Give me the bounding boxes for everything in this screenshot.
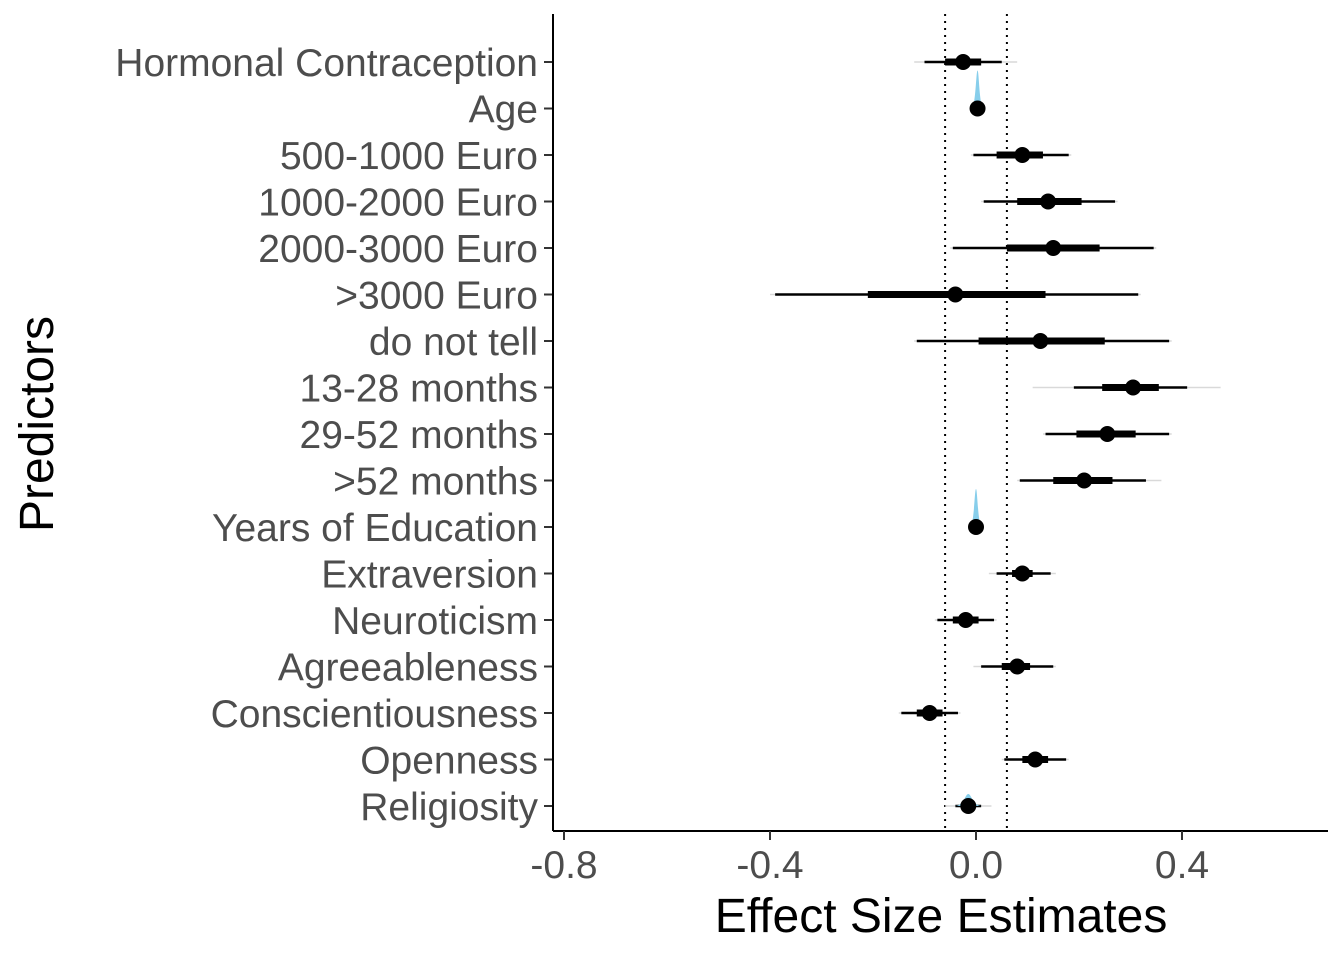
- point-estimate: [1076, 472, 1093, 489]
- x-tick-label: 0.4: [1155, 844, 1209, 887]
- point-estimate: [968, 519, 984, 535]
- point-estimate: [1040, 193, 1057, 210]
- predictor-label: Years of Education: [212, 507, 538, 550]
- x-tick-label: 0.0: [949, 844, 1003, 887]
- predictor-label: Agreeableness: [278, 647, 538, 690]
- point-estimate: [1014, 565, 1031, 582]
- point-estimate: [1045, 240, 1062, 256]
- predictor-label: do not tell: [369, 321, 538, 364]
- predictor-label: >52 months: [333, 461, 538, 504]
- x-tick-labels: -0.8 -0.4 0.0 0.4: [530, 844, 1209, 887]
- point-estimate: [1099, 426, 1116, 442]
- predictor-label: 1000-2000 Euro: [258, 182, 538, 225]
- predictor-label: Religiosity: [360, 786, 538, 829]
- predictor-label: Age: [469, 89, 538, 132]
- predictor-label: 500-1000 Euro: [280, 135, 538, 178]
- predictor-label: 13-28 months: [300, 368, 538, 411]
- point-estimate: [960, 798, 977, 814]
- posterior-density: [971, 70, 984, 109]
- predictor-label: Openness: [360, 740, 538, 783]
- point-estimate: [969, 100, 986, 117]
- axes: [544, 14, 1328, 840]
- predictor-label: Neuroticism: [332, 600, 538, 643]
- predictor-label: 29-52 months: [300, 414, 538, 457]
- point-estimate: [1014, 147, 1031, 163]
- point-estimate: [1009, 658, 1026, 675]
- point-estimate: [1027, 751, 1044, 768]
- predictor-label: 2000-3000 Euro: [258, 228, 538, 271]
- point-estimate: [1125, 379, 1142, 396]
- point-estimate: [1032, 333, 1049, 349]
- posterior-densities: [955, 70, 984, 806]
- point-estimate: [921, 705, 938, 721]
- point-estimate: [957, 612, 974, 628]
- point-estimate: [947, 286, 964, 303]
- y-axis-title: Predictors: [11, 316, 64, 532]
- predictor-label: >3000 Euro: [335, 275, 538, 318]
- posterior-density: [970, 489, 982, 527]
- predictor-label: Conscientiousness: [211, 693, 538, 736]
- x-tick-label: -0.4: [736, 844, 803, 887]
- point-estimates: [921, 54, 1142, 814]
- predictor-label: Hormonal Contraception: [115, 42, 538, 85]
- rope-reference-lines: [944, 14, 1008, 831]
- point-estimate: [955, 54, 972, 70]
- x-axis-title: Effect Size Estimates: [715, 890, 1168, 943]
- x-tick-label: -0.8: [530, 844, 597, 887]
- predictor-label: Extraversion: [321, 554, 538, 597]
